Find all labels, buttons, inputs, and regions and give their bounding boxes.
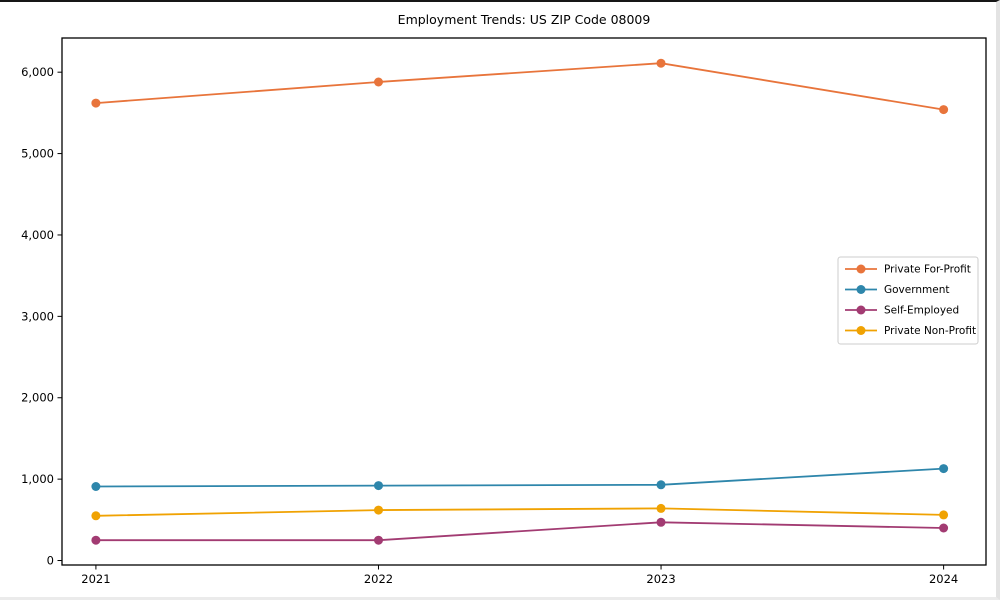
series-line-self-employed <box>95 521 944 542</box>
y-tick-label: 2,000 <box>21 391 54 405</box>
plot-area: 2021 2022 2023 2024 0 1,000 2,000 3,000 4,000 5,0… <box>21 37 987 586</box>
data-point-private-for-profit <box>374 77 383 87</box>
y-tick-label: 5,000 <box>21 147 54 161</box>
legend-label: Self-Employed <box>884 305 959 317</box>
data-point-private-non-profit <box>656 503 666 513</box>
data-point-self-employed <box>939 523 949 533</box>
legend-entry-private-for-profit: Private For-Profit <box>845 264 971 276</box>
data-point-government <box>91 482 101 491</box>
data-point-private-for-profit <box>939 105 949 115</box>
y-tick-label: 3,000 <box>21 309 54 323</box>
chart-title: Employment Trends: US ZIP Code 08009 <box>398 12 651 27</box>
x-tick-label: 2022 <box>364 572 393 586</box>
x-tick-label: 2024 <box>929 572 958 586</box>
data-point-private-for-profit <box>91 98 101 108</box>
x-tick-label: 2023 <box>646 572 675 586</box>
data-point-government <box>374 481 383 491</box>
legend-label: Government <box>884 284 949 296</box>
legend-marker <box>856 264 866 274</box>
series-line-private-for-profit <box>95 62 944 111</box>
data-point-self-employed <box>374 535 383 545</box>
data-point-government <box>656 480 666 490</box>
legend-entry-private-non-profit: Private Non-Profit <box>845 325 976 337</box>
y-tick-label: 1,000 <box>21 472 54 486</box>
legend-box <box>837 256 979 345</box>
legend-entry-self-employed: Self-Employed <box>845 305 959 317</box>
legend-label: Private For-Profit <box>884 264 971 276</box>
legend-marker <box>856 285 866 294</box>
data-point-private-for-profit <box>656 58 666 68</box>
data-point-private-non-profit <box>91 511 101 521</box>
y-tick-label: 6,000 <box>21 65 54 79</box>
data-point-private-non-profit <box>374 505 383 515</box>
series-line-private-non-profit <box>95 507 944 517</box>
x-tick-label: 2021 <box>81 572 110 586</box>
legend-entry-government: Government <box>845 284 949 296</box>
data-point-self-employed <box>656 517 666 527</box>
data-point-private-non-profit <box>939 510 949 520</box>
legend-label: Private Non-Profit <box>884 325 976 337</box>
plot-border <box>61 37 987 566</box>
legend: Private For-Profit Government Self-Employe… <box>837 256 979 345</box>
legend-marker <box>856 305 866 315</box>
data-point-self-employed <box>91 535 101 545</box>
y-tick-label: 0 <box>47 554 54 568</box>
legend-marker <box>856 326 866 335</box>
y-tick-label: 4,000 <box>21 228 54 242</box>
data-point-government <box>939 464 949 474</box>
series-line-government <box>95 467 944 488</box>
